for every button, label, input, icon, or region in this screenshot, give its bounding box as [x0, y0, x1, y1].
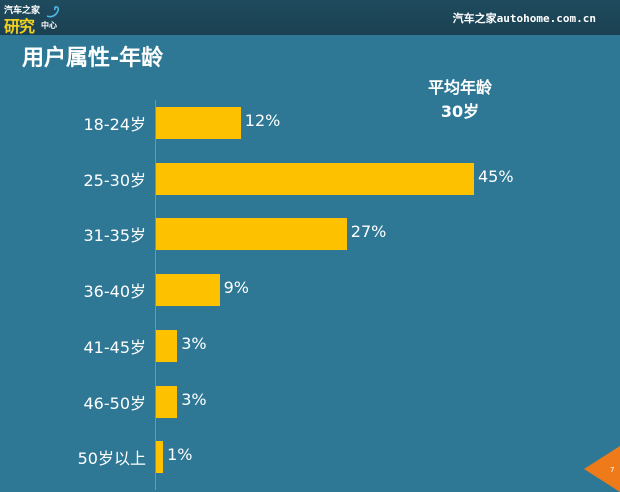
chart-row: 36-40岁 9%	[0, 274, 620, 307]
category-label: 25-30岁	[83, 170, 147, 190]
value-label: 12%	[244, 111, 281, 130]
site-brand: 汽车之家autohome.com.cn	[452, 12, 596, 25]
value-label: 1%	[167, 445, 193, 465]
value-label: 27%	[350, 222, 387, 242]
category-label: 41-45岁	[83, 337, 147, 357]
category-label: 31-35岁	[83, 226, 147, 246]
chart-row: 50岁以上 1%	[0, 441, 620, 474]
category-label: 50岁以上	[77, 449, 146, 469]
logo-line3: 中心	[41, 21, 57, 30]
chart-row: 31-35岁 27%	[0, 218, 620, 251]
logo-line2: 研究	[4, 17, 35, 36]
bar	[156, 218, 347, 251]
value-label: 9%	[223, 278, 249, 298]
value-label: 45%	[478, 166, 514, 186]
category-label: 18-24岁	[83, 115, 147, 134]
bar	[156, 162, 474, 195]
category-label: 46-50岁	[83, 393, 147, 413]
bar	[156, 107, 241, 139]
value-label: 3%	[181, 389, 207, 409]
chart-row: 18-24岁 12%	[0, 107, 620, 139]
header-bar: 汽车之家 研究 中心 汽车之家autohome.com.cn	[0, 0, 620, 36]
bar	[156, 385, 178, 418]
page-number-marker: 7	[584, 446, 620, 492]
average-age-label: 平均年龄	[427, 78, 492, 97]
chart-row: 41-45岁 3%	[0, 329, 620, 362]
swirl-icon	[46, 6, 60, 18]
chart-row: 25-30岁 45%	[0, 162, 620, 195]
page-number: 7	[610, 466, 614, 474]
logo-line1: 汽车之家	[4, 6, 41, 16]
category-label: 36-40岁	[83, 282, 147, 302]
bar	[156, 274, 220, 307]
autohome-research-logo: 汽车之家 研究 中心	[4, 3, 68, 36]
page-title: 用户属性-年龄	[22, 46, 164, 71]
value-label: 3%	[181, 333, 207, 353]
bar	[156, 329, 178, 362]
average-age-value: 30岁	[440, 102, 480, 121]
bar	[156, 441, 164, 474]
average-age-callout: 平均年龄 30岁	[410, 76, 510, 124]
category-axis-line	[155, 100, 156, 490]
chart-row: 46-50岁 3%	[0, 385, 620, 418]
